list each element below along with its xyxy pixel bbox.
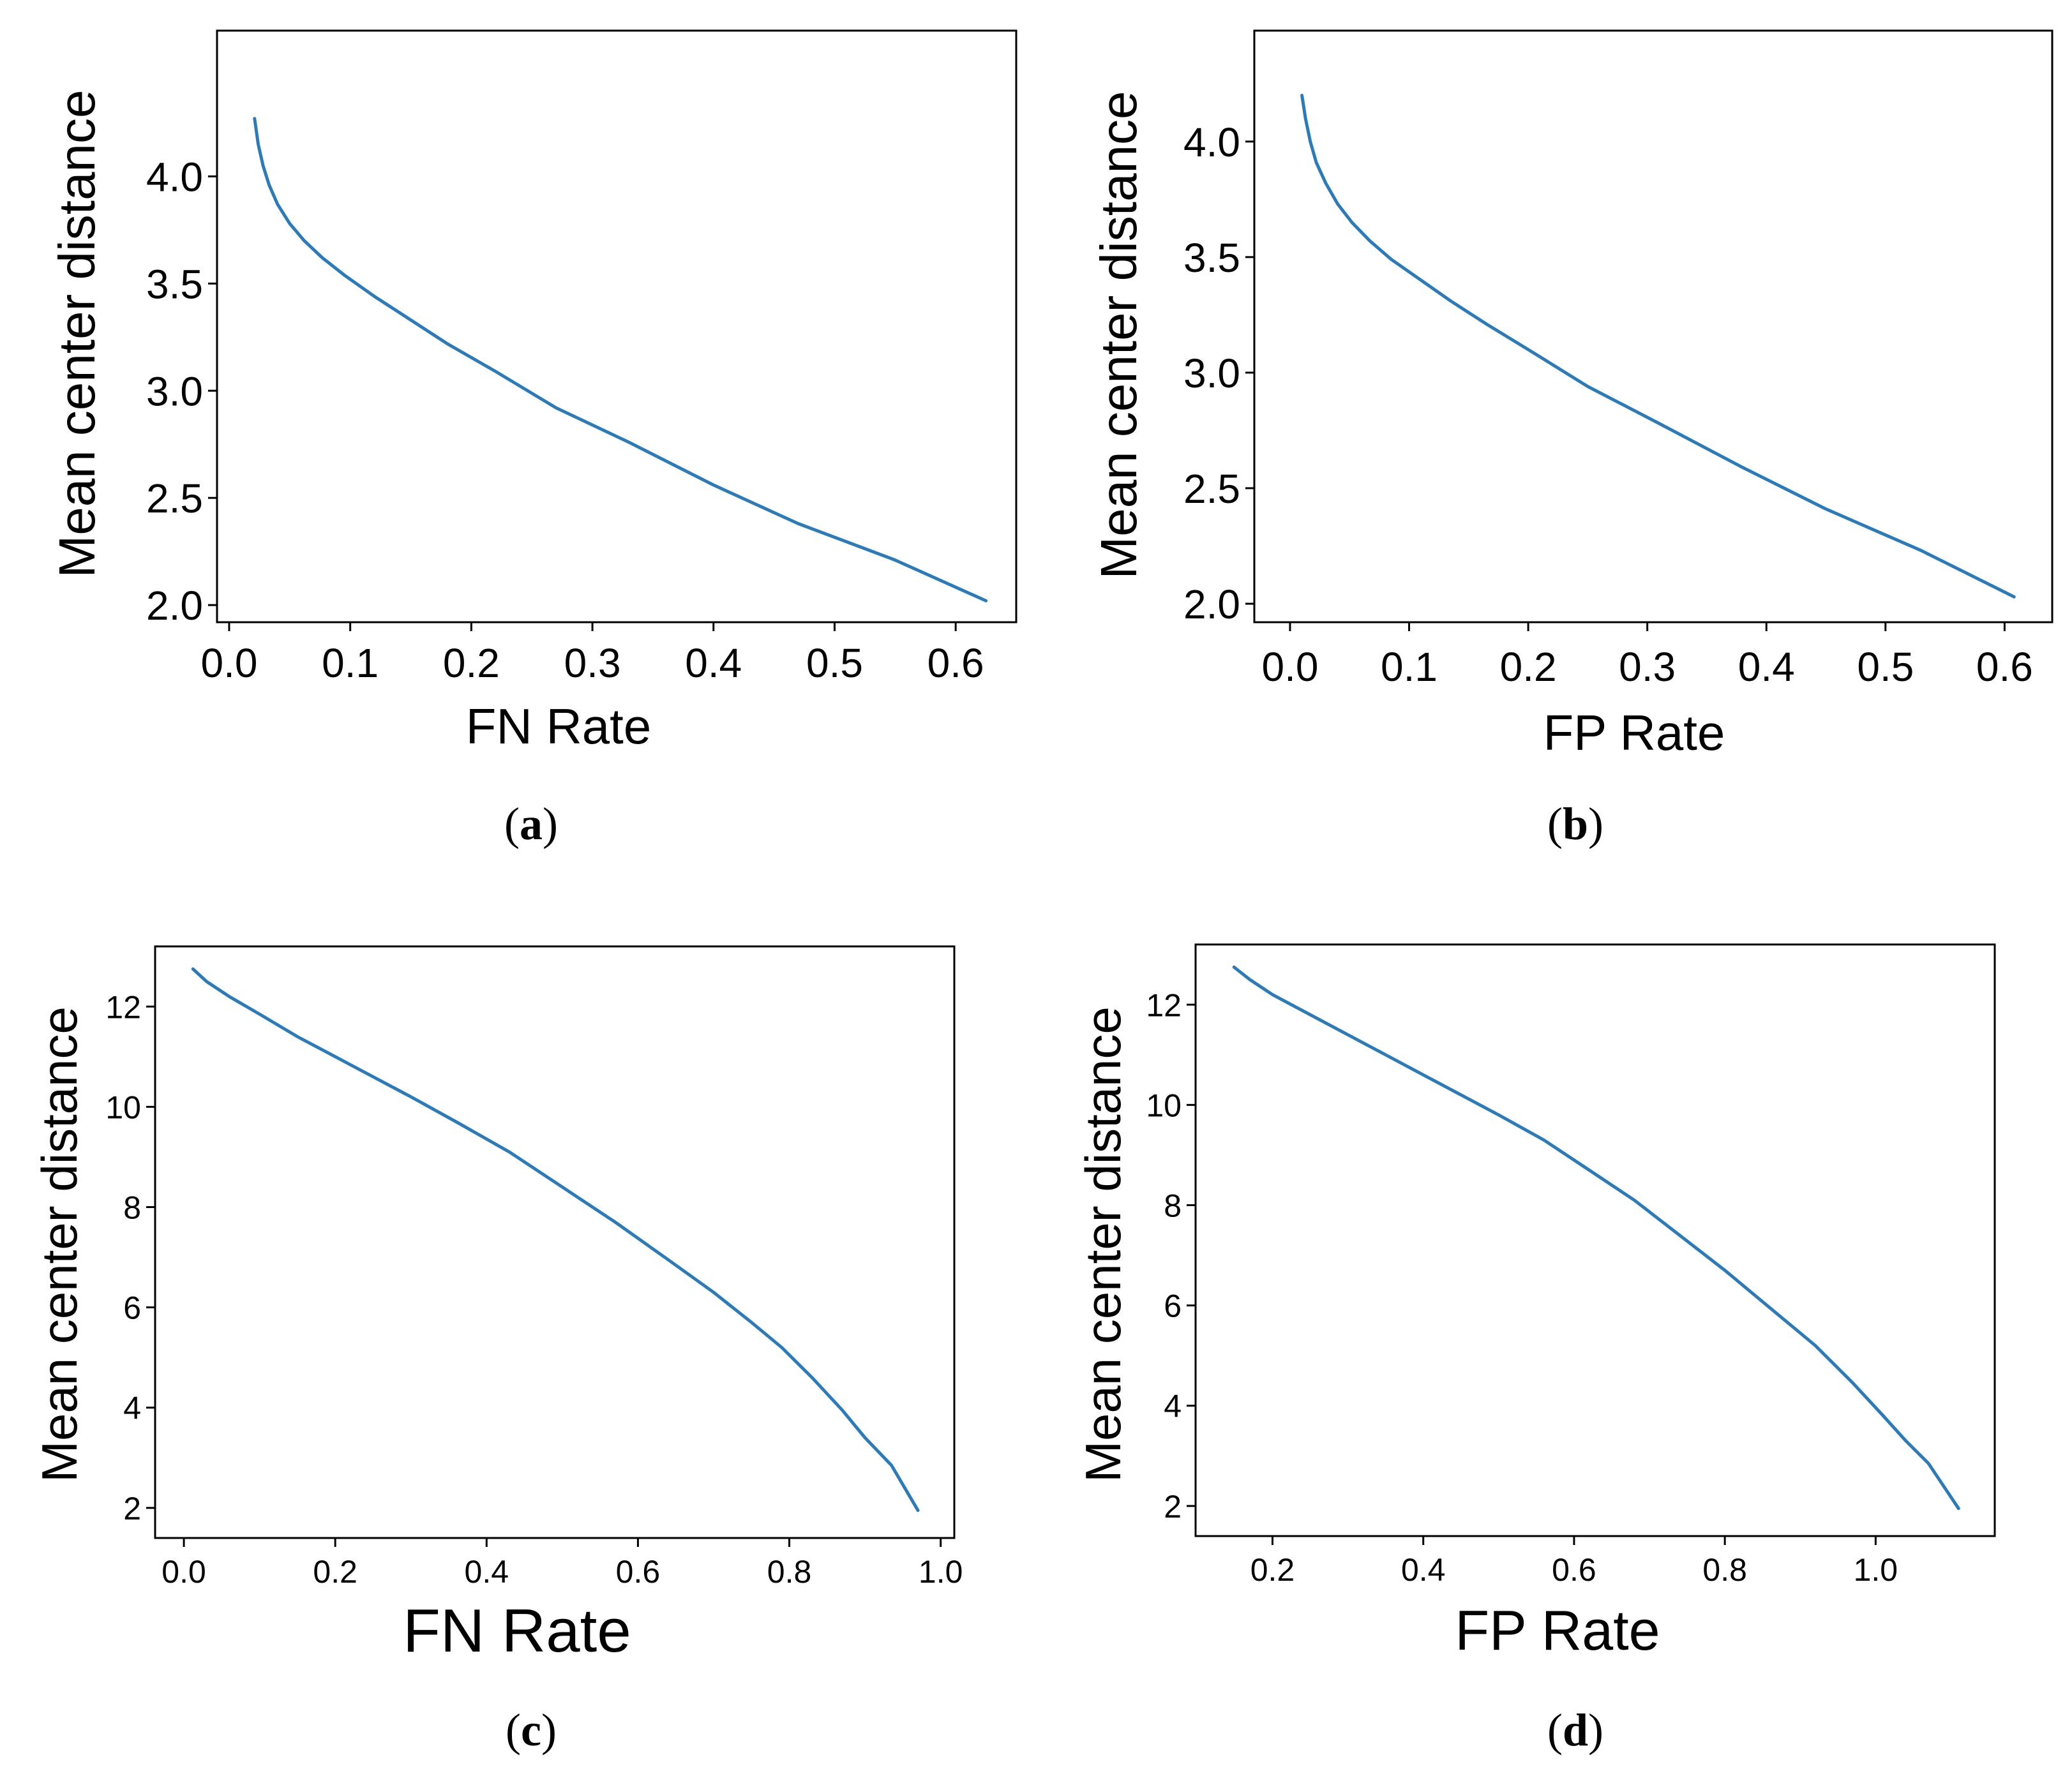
panel-d-axes-frame xyxy=(1194,943,1996,1537)
panel-b-y-tick-label-3: 3.5 xyxy=(1183,235,1240,281)
panel-b-x-tick-label-2: 0.2 xyxy=(1500,644,1557,690)
panel-b-x-tick-label-5: 0.5 xyxy=(1857,644,1914,690)
panel-a: 0.0 0.1 0.2 0.3 0.4 0.5 0.6 2.0 2.5 3.0 3.5 4.0 FN… xyxy=(49,29,1017,849)
panel-b-y-axis-label: Mean center distance xyxy=(1090,91,1147,579)
panel-d-x-tick-label-1: 0.4 xyxy=(1401,1552,1446,1588)
panel-c-x-axis-label: FN Rate xyxy=(403,1597,631,1665)
panel-a-y-tick-label-0: 2.0 xyxy=(146,583,203,629)
panel-b-y-tick-label-1: 2.5 xyxy=(1183,466,1240,512)
panel-c-caption: (c) xyxy=(506,1705,557,1756)
panel-c-x-tick-label-4: 0.8 xyxy=(767,1554,812,1590)
panel-b-x-tick-label-3: 0.3 xyxy=(1619,644,1676,690)
panel-d-y-ticks: 2 4 6 8 10 12 xyxy=(1146,987,1196,1525)
panel-d-y-tick-label-4: 10 xyxy=(1146,1087,1182,1123)
panel-c-y-axis-label: Mean center distance xyxy=(31,1006,87,1482)
panel-a-x-ticks: 0.0 0.1 0.2 0.3 0.4 0.5 0.6 xyxy=(200,622,984,686)
panel-a-caption-letter: a xyxy=(520,798,543,849)
panel-b-x-ticks: 0.0 0.1 0.2 0.3 0.4 0.5 0.6 xyxy=(1261,622,2033,690)
panel-d-x-tick-label-3: 0.8 xyxy=(1702,1552,1747,1588)
panel-a-axes-frame xyxy=(216,29,1017,623)
panel-a-x-tick-label-0: 0.0 xyxy=(200,640,257,686)
panel-d-x-tick-label-0: 0.2 xyxy=(1250,1552,1295,1588)
panel-a-y-tick-label-4: 4.0 xyxy=(146,154,203,200)
panel-c-y-tick-label-5: 12 xyxy=(105,989,141,1025)
panel-a-y-axis-label: Mean center distance xyxy=(49,90,105,578)
panel-b-x-tick-label-0: 0.0 xyxy=(1261,644,1318,690)
panel-a-caption: (a) xyxy=(504,798,558,849)
panel-c-y-tick-label-2: 6 xyxy=(123,1290,141,1326)
panel-d-y-axis-label: Mean center distance xyxy=(1075,1006,1131,1482)
panel-d-x-tick-label-4: 1.0 xyxy=(1854,1552,1898,1588)
panel-c-y-tick-label-0: 2 xyxy=(123,1491,141,1526)
panel-d-y-tick-label-2: 6 xyxy=(1164,1288,1182,1324)
panel-d-plot-area xyxy=(1194,943,1996,1537)
panel-b-x-tick-label-1: 0.1 xyxy=(1381,644,1438,690)
panel-d-x-axis-label: FP Rate xyxy=(1455,1599,1660,1662)
panel-d-y-tick-label-0: 2 xyxy=(1164,1489,1182,1525)
panel-a-y-ticks: 2.0 2.5 3.0 3.5 4.0 xyxy=(146,154,217,629)
panel-c-series-line-0 xyxy=(191,967,920,1512)
panel-a-x-tick-label-4: 0.4 xyxy=(685,640,742,686)
panel-a-series-line-0 xyxy=(253,117,988,602)
panel-a-x-tick-label-5: 0.5 xyxy=(806,640,863,686)
panel-b-y-tick-label-0: 2.0 xyxy=(1183,581,1240,627)
panel-b-x-axis-label: FP Rate xyxy=(1543,705,1725,761)
panel-a-x-tick-label-1: 0.1 xyxy=(322,640,379,686)
panel-c-caption-letter: c xyxy=(521,1705,541,1756)
panel-b-series-line-0 xyxy=(1300,93,2016,599)
panel-a-x-tick-label-2: 0.2 xyxy=(443,640,500,686)
panel-b-caption-letter: b xyxy=(1563,798,1588,849)
panel-c-x-tick-label-0: 0.0 xyxy=(161,1554,206,1590)
panel-a-y-tick-label-1: 2.5 xyxy=(146,475,203,521)
panel-a-plot-area xyxy=(216,29,1017,623)
panel-a-y-tick-label-3: 3.5 xyxy=(146,261,203,307)
panel-b-y-tick-label-2: 3.0 xyxy=(1183,350,1240,396)
panel-d-caption-letter: d xyxy=(1563,1705,1588,1756)
panel-b-y-tick-label-4: 4.0 xyxy=(1183,119,1240,165)
panel-b: 0.0 0.1 0.2 0.3 0.4 0.5 0.6 2.0 2.5 3.0 3.5 4.0 FP… xyxy=(1090,29,2053,849)
panel-d-y-tick-label-3: 8 xyxy=(1164,1188,1182,1224)
panel-c-plot-area xyxy=(154,945,956,1539)
panel-c-y-tick-label-3: 8 xyxy=(123,1190,141,1226)
panel-b-plot-area xyxy=(1253,29,2053,623)
panel-c-y-ticks: 2 4 6 8 10 12 xyxy=(105,989,155,1526)
panel-a-x-tick-label-6: 0.6 xyxy=(927,640,984,686)
panel-b-x-tick-label-6: 0.6 xyxy=(1976,644,2033,690)
panel-c: 0.0 0.2 0.4 0.6 0.8 1.0 2 4 6 8 10 12 FN Rate Mean… xyxy=(31,945,963,1756)
panel-c-y-tick-label-1: 4 xyxy=(123,1391,141,1426)
panel-b-caption: (b) xyxy=(1547,798,1603,849)
panel-b-axes-frame xyxy=(1253,29,2053,623)
panel-d-series-line-0 xyxy=(1232,965,1960,1511)
panel-c-x-tick-label-2: 0.4 xyxy=(465,1554,509,1590)
panel-d-x-ticks: 0.2 0.4 0.6 0.8 1.0 xyxy=(1250,1536,1898,1588)
panel-c-axes-frame xyxy=(154,945,956,1539)
panel-d-y-tick-label-1: 4 xyxy=(1164,1389,1182,1424)
panel-b-y-ticks: 2.0 2.5 3.0 3.5 4.0 xyxy=(1183,119,1254,627)
panel-a-x-tick-label-3: 0.3 xyxy=(564,640,621,686)
panel-c-y-tick-label-4: 10 xyxy=(105,1089,141,1125)
panel-a-y-tick-label-2: 3.0 xyxy=(146,368,203,414)
panel-c-x-tick-label-1: 0.2 xyxy=(313,1554,357,1590)
panel-d-y-tick-label-5: 12 xyxy=(1146,987,1182,1023)
panel-b-x-tick-label-4: 0.4 xyxy=(1738,644,1795,690)
panel-c-x-ticks: 0.0 0.2 0.4 0.6 0.8 1.0 xyxy=(161,1538,963,1590)
panel-a-x-axis-label: FN Rate xyxy=(466,698,651,754)
panel-d-caption: (d) xyxy=(1547,1705,1603,1756)
panel-d-x-tick-label-2: 0.6 xyxy=(1552,1552,1596,1588)
panel-c-x-tick-label-3: 0.6 xyxy=(616,1554,661,1590)
panel-d: 0.2 0.4 0.6 0.8 1.0 2 4 6 8 10 12 FP Rate Mean ce… xyxy=(1075,943,1996,1756)
panel-c-x-tick-label-5: 1.0 xyxy=(919,1554,963,1590)
